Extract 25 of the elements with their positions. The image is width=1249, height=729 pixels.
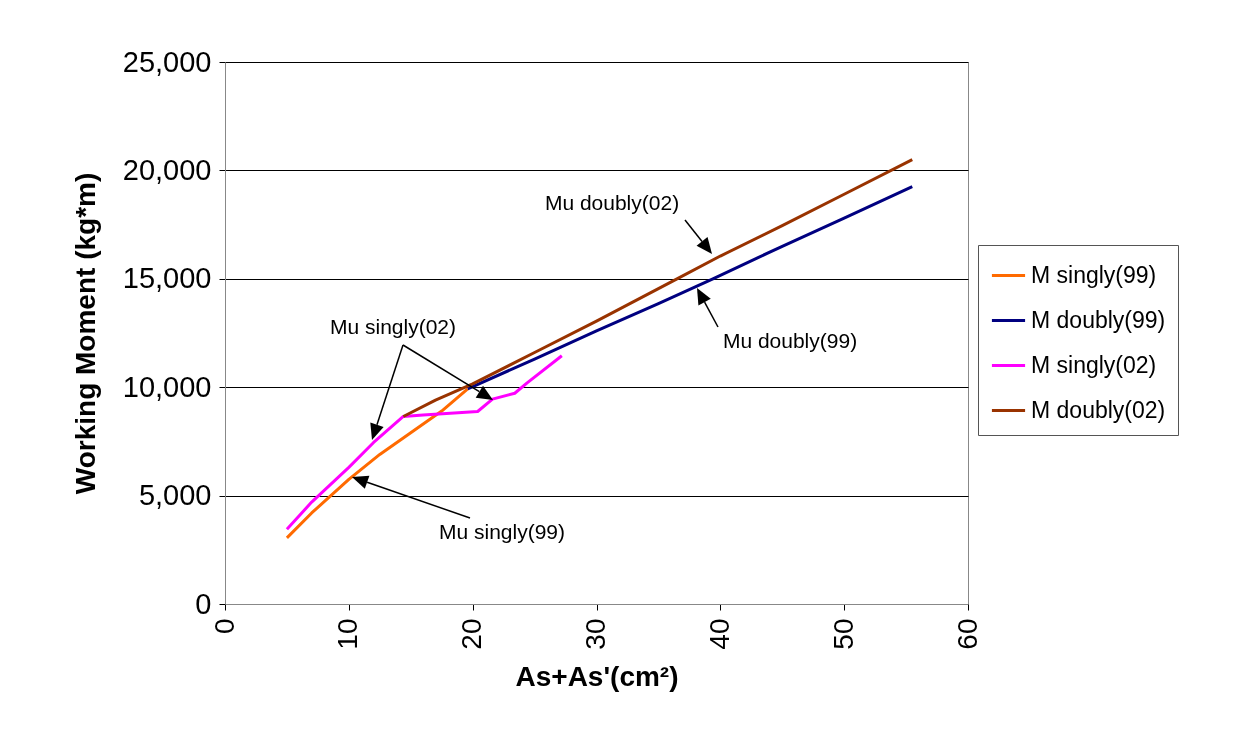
x-tick-label: 40 — [703, 618, 735, 650]
y-tick-label: 0 — [195, 587, 212, 620]
annotation: Mu singly(99) — [438, 520, 566, 543]
x-axis-title: As+As'(cm²) — [515, 660, 679, 692]
y-tick-label: 25,000 — [122, 45, 212, 78]
legend-label: M doubly(99) — [1031, 306, 1166, 333]
line-series — [285, 387, 470, 540]
y-tick-label: 10,000 — [122, 370, 212, 403]
y-tick-label: 20,000 — [122, 153, 212, 186]
y-tick-label: 5,000 — [138, 479, 212, 512]
x-tick-label: 0 — [208, 618, 240, 635]
x-tick-label: 20 — [456, 618, 488, 650]
annotation: Mu doubly(99) — [722, 329, 858, 352]
annotation: Mu doubly(02) — [544, 191, 680, 214]
legend-label: M singly(99) — [1031, 261, 1157, 288]
legend-label: M singly(02) — [1031, 351, 1157, 378]
y-tick-label: 15,000 — [122, 262, 212, 295]
annotation: Mu singly(02) — [329, 315, 457, 338]
x-tick-label: 10 — [332, 618, 364, 650]
x-tick-label: 60 — [951, 618, 983, 650]
x-tick-label: 30 — [580, 618, 611, 650]
y-axis-title: Working Moment (kg*m) — [69, 172, 101, 495]
line-series — [466, 185, 914, 391]
legend-label: M doubly(02) — [1031, 396, 1166, 423]
x-tick-label: 50 — [827, 618, 859, 650]
